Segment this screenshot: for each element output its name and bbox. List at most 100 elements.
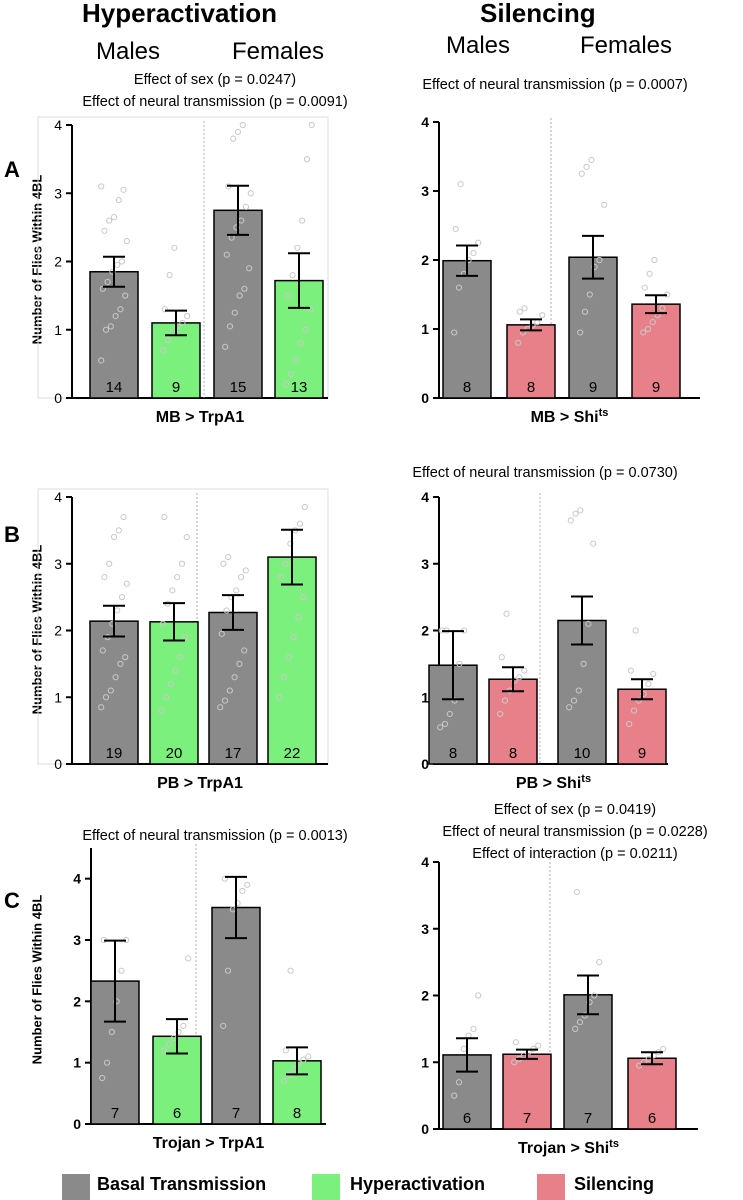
bar-basal xyxy=(211,906,261,1125)
data-point xyxy=(302,326,309,333)
data-point xyxy=(231,674,238,681)
genotype-main: Trojan > Shi xyxy=(518,1140,609,1157)
data-point xyxy=(626,720,633,728)
y-tick-label: 3 xyxy=(421,183,429,199)
data-point xyxy=(577,329,584,336)
data-point xyxy=(646,270,653,277)
y-tick-label: 2 xyxy=(73,993,81,1009)
data-point xyxy=(230,135,237,142)
data-point xyxy=(451,697,458,704)
data-point xyxy=(277,574,284,581)
data-point xyxy=(221,697,229,704)
data-point xyxy=(452,225,459,233)
genotype-main: PB > TrpA1 xyxy=(157,775,243,792)
data-point xyxy=(159,620,166,627)
data-point xyxy=(581,308,589,315)
data-point xyxy=(118,258,126,265)
genotype-main: MB > Shi xyxy=(531,409,599,426)
header-females-right: Females xyxy=(580,32,673,59)
n-label: 20 xyxy=(166,745,183,762)
panel-c-right: 0 1 2 3 4 6 7 7 6 Trojan > Shits xyxy=(421,854,698,1157)
data-point xyxy=(578,170,585,177)
data-point xyxy=(226,687,233,694)
data-point xyxy=(101,574,108,581)
genotype-label: PB > Shits xyxy=(516,773,591,792)
panel-b-right: 0 1 2 3 4 8 8 10 9 PB > Shits xyxy=(421,489,668,792)
data-point xyxy=(441,720,449,728)
y-tick-label: 1 xyxy=(421,689,429,705)
data-point xyxy=(122,654,129,661)
data-point xyxy=(99,1074,106,1082)
data-point xyxy=(590,540,597,547)
data-point xyxy=(106,560,113,567)
data-point xyxy=(501,697,509,704)
data-point xyxy=(280,674,288,681)
data-point xyxy=(636,1062,643,1069)
data-point xyxy=(161,306,168,313)
bar-silence xyxy=(506,324,556,399)
y-tick-label: 2 xyxy=(421,623,429,639)
data-point xyxy=(220,1022,227,1029)
data-point xyxy=(457,181,464,188)
bar-silence xyxy=(631,303,681,399)
effect-a-left-transmission: Effect of neural transmission (p = 0.009… xyxy=(82,94,348,110)
data-point xyxy=(107,687,114,694)
data-point xyxy=(659,305,666,312)
data-point xyxy=(98,183,105,190)
data-point xyxy=(300,1056,307,1063)
data-point xyxy=(99,647,106,654)
data-point xyxy=(169,587,176,594)
data-point xyxy=(115,527,122,534)
data-point xyxy=(236,660,243,667)
data-point xyxy=(305,1053,312,1060)
y-tick-label: 2 xyxy=(54,623,62,639)
header-males-left: Males xyxy=(96,38,161,65)
data-point xyxy=(161,513,168,521)
bar-silence xyxy=(617,688,667,765)
data-point xyxy=(183,533,190,541)
data-point xyxy=(182,634,189,641)
data-point xyxy=(222,343,229,350)
data-point xyxy=(580,660,587,667)
data-point xyxy=(223,607,230,614)
data-point xyxy=(575,687,582,694)
data-point xyxy=(475,239,482,246)
data-point xyxy=(114,261,121,269)
data-point xyxy=(516,308,523,315)
data-point xyxy=(239,887,246,895)
data-point xyxy=(645,680,652,688)
y-tick-label: 2 xyxy=(421,252,429,268)
data-point xyxy=(640,329,647,336)
header-silencing: Silencing xyxy=(480,0,596,28)
data-point xyxy=(576,1019,584,1026)
bar-basal xyxy=(442,259,492,399)
data-point xyxy=(289,272,296,279)
n-label: 6 xyxy=(648,1110,656,1127)
data-point xyxy=(283,381,290,388)
data-point xyxy=(108,1028,115,1036)
data-point xyxy=(588,156,595,164)
data-point xyxy=(120,513,127,521)
data-point xyxy=(239,121,246,129)
data-point xyxy=(107,323,114,330)
data-point xyxy=(650,670,657,677)
data-point xyxy=(165,1041,173,1048)
legend-label-silencing: Silencing xyxy=(574,1174,655,1194)
y-tick-label: 0 xyxy=(54,390,62,406)
n-label: 7 xyxy=(584,1110,592,1127)
genotype-label: MB > TrpA1 xyxy=(156,409,245,426)
bar-hyper xyxy=(149,621,199,765)
data-point xyxy=(660,1045,667,1053)
data-point xyxy=(470,250,477,257)
data-point xyxy=(497,710,504,718)
data-point xyxy=(632,627,639,634)
y-tick-label: 0 xyxy=(421,756,429,772)
n-label: 9 xyxy=(589,379,597,396)
data-point xyxy=(217,704,224,711)
data-point xyxy=(102,326,110,333)
y-tick-label: 0 xyxy=(421,390,429,406)
data-point xyxy=(287,967,294,974)
effect-b-right-transmission: Effect of neural transmission (p = 0.073… xyxy=(412,465,678,481)
genotype-label: PB > TrpA1 xyxy=(157,775,243,792)
data-point xyxy=(294,244,301,251)
